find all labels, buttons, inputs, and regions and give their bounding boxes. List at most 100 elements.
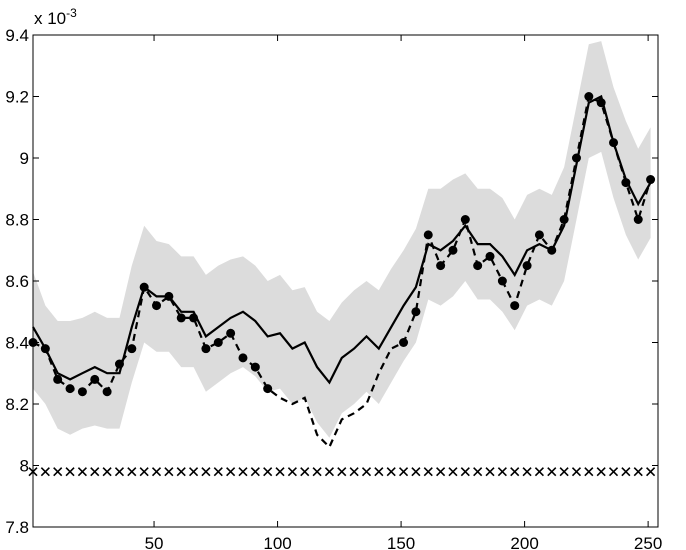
solid-line — [32, 94, 652, 385]
x-marker — [263, 467, 273, 477]
data-dot — [423, 230, 433, 240]
data-dot — [522, 261, 532, 271]
exponent-base: x 10 — [34, 9, 66, 28]
data-dot — [176, 313, 186, 323]
x-marker — [287, 467, 297, 477]
x-marker — [386, 467, 396, 477]
x-marker — [90, 467, 100, 477]
x-marker — [621, 467, 631, 477]
x-marker — [398, 467, 409, 477]
data-dot — [238, 353, 248, 363]
x-marker — [201, 467, 211, 477]
x-marker — [77, 467, 87, 477]
data-dot — [621, 178, 631, 188]
x-marker — [608, 467, 619, 477]
y-tick-label: 9.4 — [5, 26, 29, 45]
data-dot — [263, 384, 273, 394]
y-exponent-label: x 10-3 — [34, 6, 77, 28]
data-dot — [633, 215, 643, 224]
x-tick-label: 50 — [145, 534, 164, 550]
data-dot — [201, 344, 211, 354]
data-dot — [65, 384, 75, 394]
x-marker — [411, 467, 421, 477]
data-dot — [547, 245, 557, 255]
data-dot — [152, 301, 162, 311]
y-tick-label: 9.2 — [5, 88, 29, 107]
x-marker — [275, 467, 285, 477]
confidence-band — [33, 41, 651, 438]
x-marker — [102, 467, 112, 477]
x-marker — [584, 467, 594, 477]
data-dot — [90, 374, 100, 384]
x-marker — [349, 467, 359, 477]
x-marker — [139, 467, 149, 477]
x-marker — [460, 467, 470, 477]
dashed-line — [32, 94, 652, 449]
x-marker — [337, 467, 347, 477]
x-tick-label: 100 — [263, 534, 291, 550]
data-dot — [226, 328, 236, 338]
exponent-power: -3 — [66, 6, 77, 20]
x-marker — [176, 467, 186, 477]
x-marker — [127, 467, 137, 477]
data-dot — [596, 98, 606, 108]
x-marker — [226, 467, 236, 477]
y-tick-label: 8.4 — [5, 334, 29, 353]
x-marker — [151, 467, 162, 477]
data-dot — [510, 301, 520, 311]
y-tick-label: 7.8 — [5, 518, 29, 537]
y-tick-label: 9 — [20, 149, 29, 168]
x-marker — [547, 467, 557, 477]
x-marker — [238, 467, 248, 477]
x-marker — [65, 467, 75, 477]
data-dot — [189, 313, 199, 323]
data-dot — [411, 307, 421, 317]
data-dot — [497, 276, 507, 286]
x-marker — [312, 467, 322, 477]
x-marker — [114, 467, 125, 477]
data-dot — [584, 92, 594, 101]
data-dot — [485, 251, 495, 261]
x-marker — [374, 467, 384, 477]
x-marker — [324, 467, 335, 477]
x-marker — [213, 467, 223, 477]
x-marker — [485, 467, 495, 477]
data-dot — [473, 261, 483, 271]
x-marker — [534, 467, 544, 477]
x-tick-label: 250 — [634, 534, 662, 550]
y-tick-label: 8.6 — [5, 272, 29, 291]
x-marker — [510, 467, 520, 477]
y-tick-label: 8.8 — [5, 211, 29, 230]
data-dot — [609, 138, 619, 148]
data-dot — [646, 175, 656, 185]
data-dot — [139, 282, 149, 292]
y-tick-label: 8.2 — [5, 395, 29, 414]
data-dot — [436, 261, 446, 271]
x-marker — [473, 467, 483, 477]
data-dot — [213, 338, 223, 347]
x-marker — [559, 467, 569, 477]
x-marker — [596, 467, 606, 477]
x-marker — [164, 467, 174, 477]
axes-box — [32, 34, 659, 528]
data-dot — [559, 215, 569, 224]
x-marker — [436, 467, 446, 477]
data-dot — [40, 344, 50, 354]
x-tick-label: 200 — [510, 534, 538, 550]
data-dot — [460, 215, 470, 224]
x-marker — [522, 467, 532, 477]
x-marker — [189, 467, 199, 477]
x-marker — [300, 467, 310, 477]
y-tick-label: 8 — [20, 457, 29, 476]
data-dot — [164, 291, 174, 301]
x-marker — [448, 467, 458, 477]
data-dot — [77, 387, 87, 397]
x-marker — [497, 467, 507, 477]
x-marker — [361, 467, 372, 477]
data-dot — [53, 374, 63, 384]
x-marker — [571, 467, 582, 477]
x-marker — [633, 467, 643, 477]
data-dot — [114, 359, 124, 369]
